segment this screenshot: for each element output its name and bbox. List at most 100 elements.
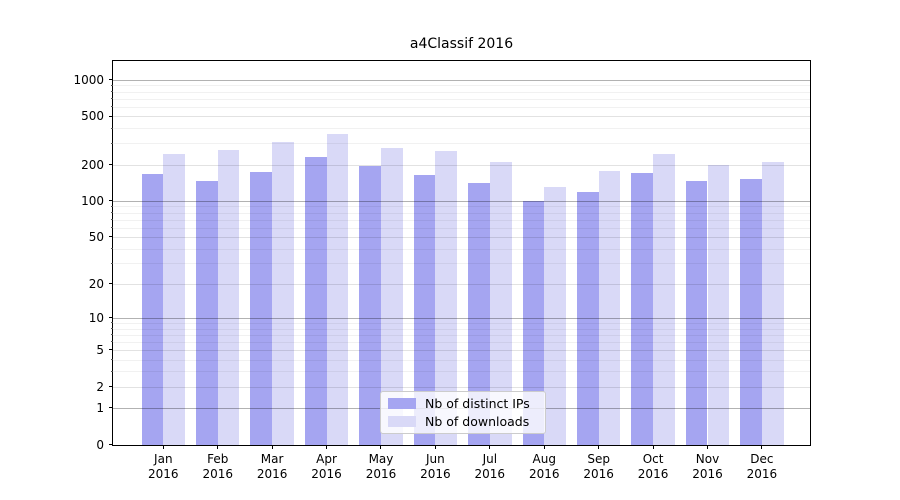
gridline-minor-3 bbox=[113, 371, 810, 373]
y-minortick-700 bbox=[111, 98, 113, 100]
y-minortick-800 bbox=[111, 91, 113, 93]
y-tick-50 bbox=[109, 236, 113, 238]
y-minortick-4 bbox=[111, 359, 113, 361]
y-tick-label-2: 2 bbox=[96, 379, 104, 394]
bar-downloads-mar bbox=[272, 141, 294, 445]
y-minortick-900 bbox=[111, 84, 113, 86]
gridline-minor-70 bbox=[113, 219, 810, 221]
gridline-minor-90 bbox=[113, 206, 810, 208]
bar-distinct-ips-aug bbox=[522, 200, 545, 445]
x-tick-label-feb: Feb 2016 bbox=[190, 452, 246, 482]
bar-downloads-feb bbox=[217, 150, 240, 445]
y-minortick-7 bbox=[111, 334, 113, 336]
bar-distinct-ips-nov bbox=[685, 181, 708, 445]
legend-label-downloads: Nb of downloads bbox=[425, 413, 530, 429]
legend-item-distinct-ips: Nb of distinct IPs bbox=[388, 396, 538, 411]
bar-downloads-oct bbox=[653, 153, 675, 445]
bar-downloads-sep bbox=[598, 171, 621, 445]
gridline-minor-80 bbox=[113, 212, 810, 214]
gridline-5 bbox=[113, 349, 810, 351]
legend-label-distinct-ips: Nb of distinct IPs bbox=[425, 396, 530, 412]
x-tick-aug bbox=[543, 445, 545, 449]
gridline-minor-30 bbox=[113, 263, 810, 265]
gridline-500 bbox=[113, 116, 810, 118]
x-tick-label-sep: Sep 2016 bbox=[571, 452, 627, 482]
y-tick-100 bbox=[109, 200, 113, 202]
y-minortick-40 bbox=[111, 248, 113, 249]
y-minortick-8 bbox=[111, 328, 113, 330]
chart-title: a4Classif 2016 bbox=[409, 36, 514, 52]
x-tick-feb bbox=[217, 445, 219, 449]
bar-downloads-nov bbox=[707, 165, 730, 445]
gridline-minor-900 bbox=[113, 85, 810, 87]
x-tick-year-nov: 2016 bbox=[692, 467, 723, 481]
bar-downloads-jan bbox=[163, 153, 185, 445]
y-tick-label-5: 5 bbox=[96, 342, 104, 357]
y-tick-1000 bbox=[109, 79, 113, 81]
y-tick-label-200: 200 bbox=[81, 157, 104, 172]
y-minortick-6 bbox=[111, 341, 113, 343]
x-tick-mar bbox=[271, 445, 273, 449]
x-tick-label-mar: Mar 2016 bbox=[244, 452, 300, 482]
bar-downloads-may bbox=[380, 148, 403, 445]
y-minortick-70 bbox=[111, 219, 113, 221]
x-tick-label-jun: Jun 2016 bbox=[407, 452, 463, 482]
y-tick-label-0: 0 bbox=[96, 437, 104, 452]
x-tick-may bbox=[380, 445, 382, 449]
y-minortick-400 bbox=[111, 127, 113, 129]
gridline-minor-40 bbox=[113, 248, 810, 250]
y-tick-label-50: 50 bbox=[88, 229, 104, 244]
gridline-minor-9 bbox=[113, 322, 810, 324]
x-tick-dec bbox=[761, 445, 763, 449]
x-tick-year-aug: 2016 bbox=[528, 467, 560, 481]
gridline-10 bbox=[113, 317, 810, 319]
y-tick-20 bbox=[109, 283, 113, 285]
legend-swatch-distinct-ips-icon bbox=[388, 398, 416, 410]
x-tick-label-dec: Dec 2016 bbox=[734, 452, 790, 482]
y-minortick-30 bbox=[111, 262, 113, 264]
x-tick-label-aug: Aug 2016 bbox=[516, 452, 572, 482]
gridline-2 bbox=[113, 386, 810, 388]
x-tick-label-apr: Apr 2016 bbox=[299, 452, 355, 482]
gridline-minor-4 bbox=[113, 359, 810, 361]
x-tick-year-jun: 2016 bbox=[420, 467, 451, 481]
x-tick-year-oct: 2016 bbox=[637, 467, 669, 481]
y-minortick-90 bbox=[111, 205, 113, 207]
y-tick-label-10: 10 bbox=[88, 310, 104, 325]
bar-downloads-jul bbox=[489, 162, 512, 445]
y-tick-label-20: 20 bbox=[88, 276, 104, 291]
x-tick-nov bbox=[707, 445, 708, 449]
y-tick-label-500: 500 bbox=[81, 109, 104, 124]
bar-downloads-apr bbox=[326, 134, 349, 445]
y-minortick-9 bbox=[111, 322, 113, 324]
bar-downloads-aug bbox=[544, 186, 566, 445]
bar-distinct-ips-dec bbox=[740, 179, 762, 445]
y-tick-0 bbox=[109, 444, 113, 445]
bar-distinct-ips-oct bbox=[631, 173, 654, 445]
x-tick-jul bbox=[489, 445, 491, 449]
bar-distinct-ips-jun bbox=[413, 175, 436, 445]
y-tick-label-1000: 1000 bbox=[73, 72, 104, 87]
x-tick-label-nov: Nov 2016 bbox=[680, 452, 736, 482]
x-tick-oct bbox=[652, 445, 654, 449]
y-tick-label-1: 1 bbox=[96, 400, 104, 415]
gridline-20 bbox=[113, 283, 810, 285]
bar-distinct-ips-jan bbox=[141, 174, 164, 445]
gridline-minor-600 bbox=[113, 106, 810, 108]
x-tick-year-dec: 2016 bbox=[746, 467, 778, 481]
y-tick-200 bbox=[109, 164, 113, 166]
bar-distinct-ips-feb bbox=[196, 181, 218, 445]
x-tick-year-sep: 2016 bbox=[583, 467, 614, 481]
bar-downloads-dec bbox=[761, 162, 784, 445]
gridline-minor-7 bbox=[113, 334, 810, 336]
x-tick-year-apr: 2016 bbox=[311, 467, 342, 481]
gridline-minor-400 bbox=[113, 128, 810, 130]
x-tick-year-jul: 2016 bbox=[474, 467, 506, 481]
y-tick-label-100: 100 bbox=[81, 193, 104, 208]
y-minortick-300 bbox=[111, 142, 113, 144]
x-tick-year-mar: 2016 bbox=[256, 467, 288, 481]
x-tick-label-oct: Oct 2016 bbox=[625, 452, 681, 482]
y-minortick-3 bbox=[111, 370, 113, 372]
x-tick-label-may: May 2016 bbox=[353, 452, 409, 482]
